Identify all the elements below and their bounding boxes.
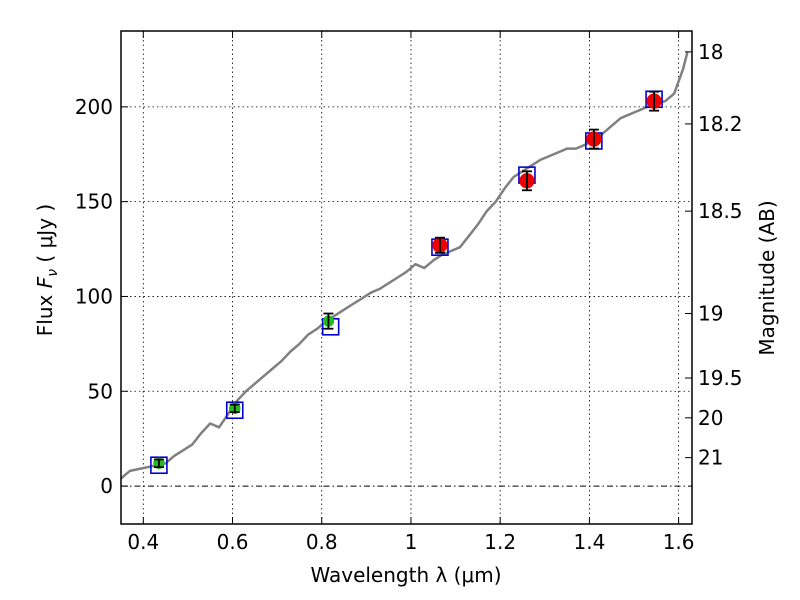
x-tick-label: 1.4 xyxy=(573,530,605,554)
x-axis-label: Wavelength λ (μm) xyxy=(310,563,501,587)
plot-frame xyxy=(120,30,693,525)
y-axis-ticks: 0 50 100 150 200 xyxy=(75,95,128,498)
y-tick-label: 150 xyxy=(75,190,113,214)
photometry-points-layer xyxy=(153,90,662,470)
x-tick-label: 0.8 xyxy=(306,530,338,554)
right-tick-label: 18 xyxy=(698,40,723,64)
right-axis-label: Magnitude (AB) xyxy=(755,200,779,355)
x-axis-ticks: 0.4 0.6 0.8 1 1.2 1.4 1.6 xyxy=(127,31,695,554)
y-axis-label-prefix: Flux xyxy=(33,288,57,336)
right-tick-label: 18.5 xyxy=(698,199,743,223)
y-tick-label: 0 xyxy=(100,474,113,498)
right-tick-label: 20 xyxy=(698,406,723,430)
right-tick-label: 18.2 xyxy=(698,112,743,136)
y-tick-label: 200 xyxy=(75,95,113,119)
y-tick-label: 100 xyxy=(75,284,113,308)
x-tick-label: 1 xyxy=(405,530,418,554)
y-axis-label: Flux Fν ( μJy ) xyxy=(33,204,61,336)
model-point-square xyxy=(150,456,168,475)
right-axis-ticks: 18 18.2 18.5 19 19.5 20 21 xyxy=(685,40,743,470)
y-axis-label-subscript: ν xyxy=(45,269,61,277)
y-axis-label-unit: ( μJy ) xyxy=(33,204,57,269)
right-tick-label: 21 xyxy=(698,446,723,470)
x-tick-label: 0.4 xyxy=(127,530,159,554)
right-tick-label: 19.5 xyxy=(698,366,743,390)
x-tick-label: 0.6 xyxy=(217,530,249,554)
right-tick-label: 19 xyxy=(698,302,723,326)
x-tick-label: 1.2 xyxy=(484,530,516,554)
y-axis-label-symbol: F xyxy=(33,276,57,288)
grid-lines xyxy=(121,31,692,524)
model-point-square xyxy=(225,401,244,420)
y-tick-label: 50 xyxy=(88,379,113,403)
x-tick-label: 1.6 xyxy=(663,530,695,554)
